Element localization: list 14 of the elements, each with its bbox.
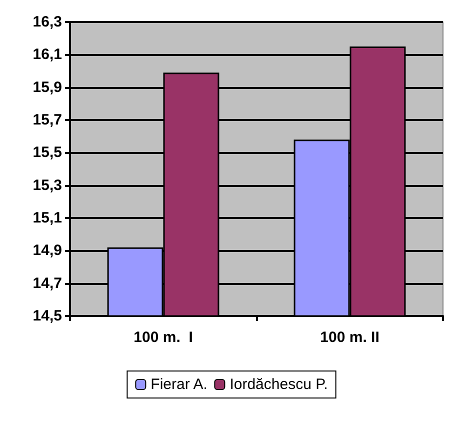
- y-tick-label: 15,7: [32, 112, 62, 128]
- y-tick-label: 16,1: [32, 46, 62, 64]
- y-tick-label: 15,3: [32, 176, 62, 194]
- legend-label: Fierar A.: [150, 376, 208, 393]
- y-tick-label: 14,5: [32, 308, 62, 324]
- y-tick-label: 15,5: [32, 144, 62, 162]
- y-tick-label: 14,9: [32, 242, 62, 260]
- y-tick-label: 15,1: [32, 210, 62, 226]
- y-tick-label: 14,7: [32, 274, 62, 292]
- x-tick-label: 100 m. II: [320, 329, 380, 346]
- x-tick-label: 100 m. I: [134, 329, 193, 346]
- y-tick-label: 15,9: [32, 78, 62, 96]
- legend-label: Iordăchescu P.: [230, 376, 328, 393]
- y-tick-label: 16,3: [32, 14, 62, 30]
